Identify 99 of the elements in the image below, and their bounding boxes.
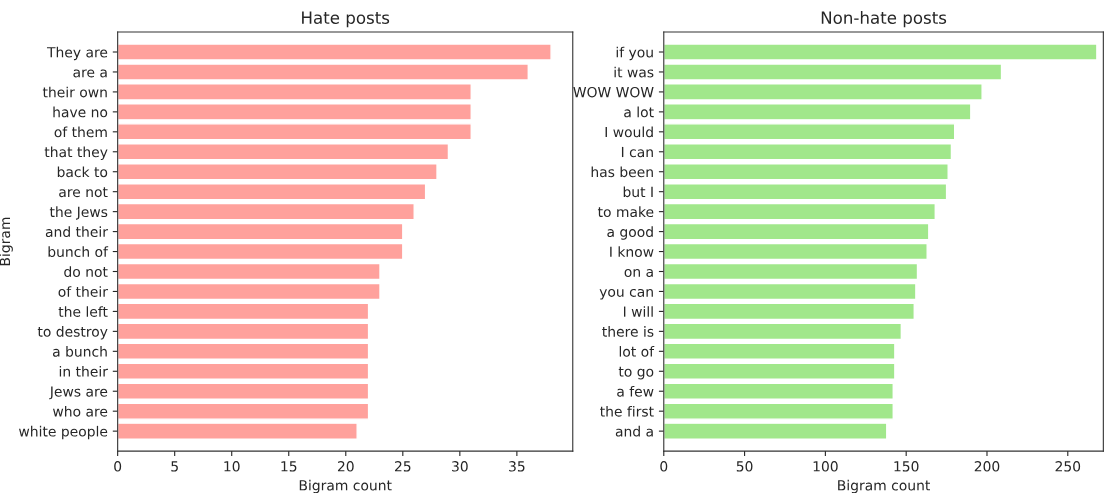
y-tick-label: a good [607, 226, 653, 240]
bar [117, 163, 438, 181]
bar [663, 202, 936, 221]
y-axis-title: Bigram [0, 217, 13, 266]
y-tick-label: I would [605, 126, 653, 138]
x-tick-label: 30 [452, 461, 468, 472]
bar [663, 43, 1098, 61]
y-tick-label: to make [597, 206, 654, 218]
bar [117, 63, 529, 81]
x-tick-label: 50 [736, 461, 753, 472]
y-tick-label: and a [615, 425, 653, 437]
x-tick-label: 15 [281, 461, 297, 472]
y-tick-label: I will [623, 306, 653, 317]
y-tick-label: white people [19, 425, 108, 440]
y-tick-label: a bunch [52, 346, 107, 357]
bar [663, 322, 903, 341]
bar [663, 163, 949, 181]
y-tick-label: to go [618, 366, 654, 380]
y-tick-label: who are [52, 405, 108, 417]
bar [663, 402, 894, 420]
bar [663, 143, 953, 161]
y-tick-label: are a [73, 69, 107, 78]
y-tick-label: are not [59, 187, 108, 198]
bar [663, 362, 896, 380]
x-axis-title: Bigram count [299, 479, 392, 493]
bar [117, 362, 370, 380]
bar [117, 83, 472, 101]
y-tick-label: They are [46, 46, 108, 61]
bar [663, 83, 983, 101]
bar [117, 103, 472, 121]
bar [117, 242, 404, 261]
bar [117, 422, 358, 440]
y-tick-label: have no [53, 106, 108, 118]
x-tick-label: 0 [660, 461, 668, 472]
y-tick-label: but I [623, 186, 653, 198]
bar [663, 103, 972, 121]
bar [117, 202, 415, 221]
y-tick-label: to destroy [37, 326, 108, 340]
bar [663, 63, 1003, 81]
y-tick-label: the first [600, 405, 654, 417]
y-tick-label: in their [59, 366, 108, 377]
y-tick-label: I know [610, 246, 654, 258]
chart-title: Non-hate posts [821, 11, 947, 28]
y-tick-label: that they [44, 146, 108, 160]
bar [117, 342, 370, 360]
bar [117, 183, 427, 201]
bar [117, 382, 370, 400]
bar [117, 302, 370, 321]
x-tick-label: 0 [114, 461, 122, 472]
x-tick-label: 5 [171, 461, 178, 472]
bar [663, 342, 896, 360]
x-tick-label: 100 [813, 461, 838, 472]
bar [117, 322, 370, 341]
x-tick-label: 20 [337, 461, 354, 472]
y-tick-label: the Jews [49, 206, 108, 220]
bar [663, 183, 948, 201]
x-tick-label: 25 [394, 461, 411, 472]
y-tick-label: I can [621, 146, 653, 158]
y-tick-label: the left [58, 306, 108, 317]
bar [117, 143, 450, 161]
bar [663, 242, 928, 261]
y-tick-label: their own [42, 86, 107, 98]
bar [663, 262, 919, 281]
x-tick-label: 200 [974, 461, 1000, 472]
bar [663, 123, 956, 141]
bar [117, 402, 370, 420]
y-tick-label: there is [602, 326, 654, 337]
bar [117, 262, 381, 281]
bar [117, 282, 381, 301]
x-tick-label: 150 [894, 461, 919, 472]
bar [117, 43, 552, 61]
y-tick-label: you can [599, 288, 653, 300]
y-tick-label: a lot [624, 106, 654, 118]
bar [663, 382, 894, 400]
x-tick-label: 10 [224, 461, 240, 472]
x-axis-title: Bigram count [838, 479, 930, 493]
y-tick-label: WOW WOW [573, 86, 654, 98]
bar [663, 302, 915, 321]
bar [663, 222, 930, 241]
y-tick-label: of them [54, 126, 107, 138]
y-tick-label: it was [614, 66, 654, 78]
y-tick-label: of their [58, 286, 108, 297]
y-tick-label: lot of [619, 346, 655, 357]
y-tick-label: has been [591, 166, 653, 178]
bar [117, 123, 472, 141]
bar [663, 422, 888, 440]
y-tick-label: Jews are [49, 386, 108, 400]
x-tick-label: 250 [1055, 461, 1081, 472]
y-tick-label: a few [617, 385, 654, 397]
chart-title: Hate posts [302, 11, 390, 28]
y-tick-label: on a [624, 269, 653, 277]
y-tick-label: bunch of [48, 246, 109, 258]
x-tick-label: 35 [509, 461, 525, 472]
bar [117, 222, 404, 241]
bar [663, 282, 917, 301]
y-tick-label: and their [45, 226, 108, 238]
y-tick-label: back to [57, 166, 108, 178]
y-tick-label: do not [64, 266, 108, 277]
y-tick-label: if you [616, 46, 653, 61]
